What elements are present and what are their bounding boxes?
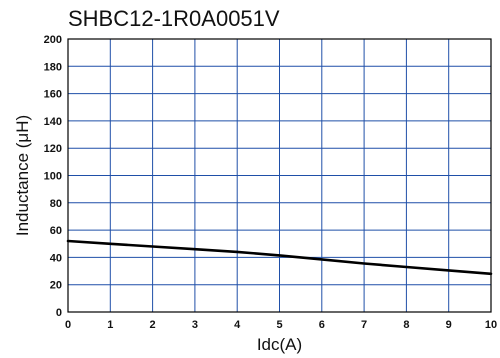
x-tick-label: 4 bbox=[234, 319, 241, 331]
x-tick-label: 3 bbox=[192, 319, 198, 331]
grid bbox=[68, 39, 491, 312]
x-tick-label: 5 bbox=[276, 319, 282, 331]
series-line-inductance bbox=[66, 239, 493, 276]
x-axis-label: Idc(A) bbox=[257, 335, 302, 354]
y-tick-label: 80 bbox=[50, 198, 62, 210]
x-tick-label: 10 bbox=[485, 319, 497, 331]
y-tick-label: 140 bbox=[44, 116, 62, 128]
chart-title: SHBC12-1R0A0051V bbox=[68, 6, 280, 31]
x-tick-label: 2 bbox=[150, 319, 156, 331]
x-tick-label: 1 bbox=[107, 319, 113, 331]
series bbox=[66, 239, 493, 276]
y-tick-label: 0 bbox=[56, 307, 62, 319]
y-tick-label: 40 bbox=[50, 252, 62, 264]
y-tick-label: 160 bbox=[44, 89, 62, 101]
y-tick-label: 20 bbox=[50, 280, 62, 292]
x-tick-label: 6 bbox=[319, 319, 325, 331]
y-tick-label: 180 bbox=[44, 61, 62, 73]
y-tick-label: 60 bbox=[50, 225, 62, 237]
plot-frame bbox=[67, 38, 492, 313]
y-tick-label: 120 bbox=[44, 143, 62, 155]
y-tick-label: 200 bbox=[44, 34, 62, 46]
x-tick-label: 0 bbox=[65, 319, 71, 331]
x-tick-label: 9 bbox=[446, 319, 452, 331]
y-tick-label: 100 bbox=[44, 171, 62, 183]
x-tick-label: 7 bbox=[361, 319, 367, 331]
x-tick-label: 8 bbox=[403, 319, 409, 331]
y-axis-label: Inductance (μH) bbox=[13, 115, 32, 236]
